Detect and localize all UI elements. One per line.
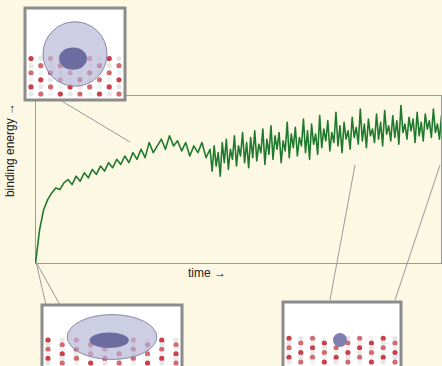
svg-text:binding energy →: binding energy → bbox=[3, 103, 17, 197]
svg-text:time →: time → bbox=[188, 266, 226, 280]
